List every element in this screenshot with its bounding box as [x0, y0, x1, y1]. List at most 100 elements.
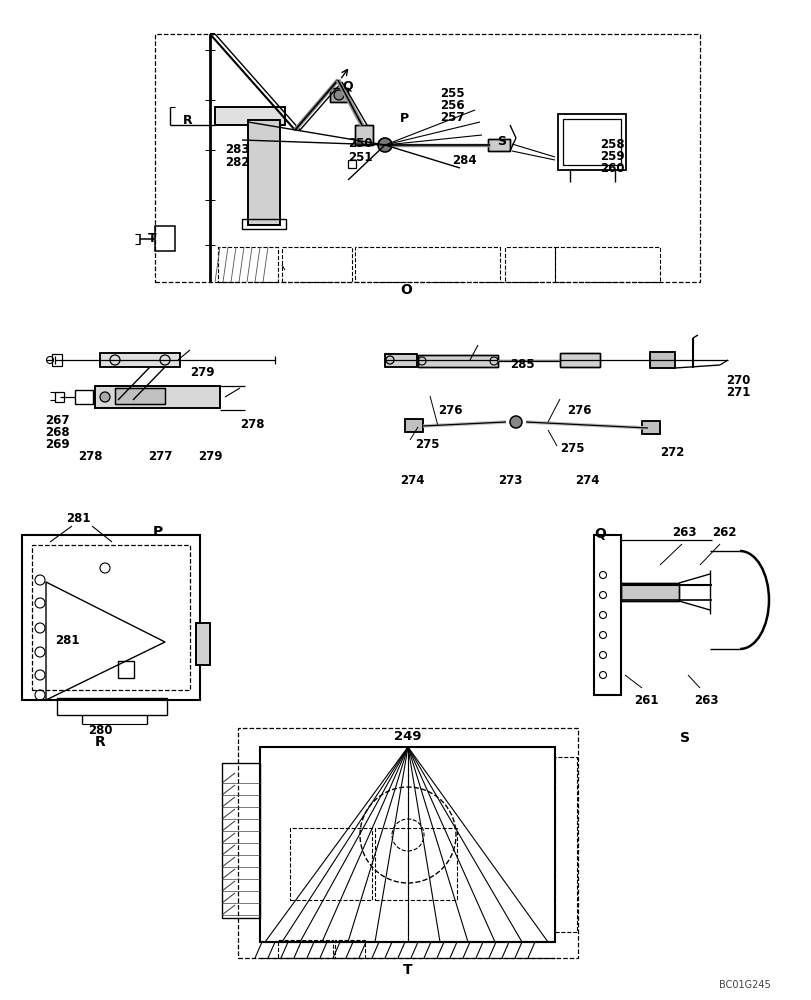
- Bar: [418, 355, 497, 367]
- Bar: [247, 120, 280, 225]
- Text: 282: 282: [225, 156, 249, 169]
- Circle shape: [378, 138, 392, 152]
- Text: 256: 256: [440, 99, 464, 112]
- Bar: [22, 535, 200, 700]
- Text: BC01G245: BC01G245: [719, 980, 770, 990]
- Text: 268: 268: [45, 426, 70, 438]
- Bar: [405, 419, 423, 432]
- Bar: [375, 828, 457, 900]
- Text: 274: 274: [574, 474, 599, 487]
- Bar: [642, 421, 659, 434]
- Text: 261: 261: [633, 694, 658, 706]
- Bar: [554, 247, 659, 282]
- Text: 278: 278: [78, 450, 102, 464]
- Text: 263: 263: [672, 526, 696, 538]
- Bar: [384, 354, 417, 367]
- Text: 258: 258: [599, 138, 624, 151]
- Bar: [247, 120, 280, 225]
- Bar: [418, 355, 497, 367]
- Bar: [217, 247, 277, 282]
- Bar: [554, 757, 577, 932]
- Text: T: T: [403, 963, 412, 977]
- Bar: [95, 386, 220, 408]
- Text: 283: 283: [225, 143, 249, 156]
- Text: 280: 280: [88, 723, 112, 736]
- Text: 272: 272: [659, 446, 684, 458]
- Bar: [649, 352, 674, 368]
- Bar: [335, 940, 365, 958]
- Text: 274: 274: [400, 474, 424, 487]
- Bar: [115, 388, 165, 404]
- Bar: [290, 828, 371, 900]
- Text: 281: 281: [66, 512, 90, 524]
- Bar: [281, 247, 351, 282]
- Text: 250: 250: [348, 137, 372, 150]
- Text: 279: 279: [198, 450, 222, 464]
- Bar: [115, 388, 165, 404]
- Bar: [354, 247, 500, 282]
- Text: S: S: [679, 731, 689, 745]
- Text: 259: 259: [599, 150, 624, 163]
- Text: 249: 249: [394, 729, 421, 742]
- Bar: [57, 698, 167, 715]
- Bar: [384, 354, 417, 367]
- Bar: [215, 107, 285, 125]
- Text: 270: 270: [725, 373, 749, 386]
- Bar: [560, 353, 599, 367]
- Bar: [620, 583, 678, 601]
- Text: 271: 271: [725, 385, 749, 398]
- Text: 285: 285: [509, 359, 534, 371]
- Bar: [242, 219, 285, 229]
- Text: 251: 251: [348, 151, 372, 164]
- Text: P: P: [400, 112, 409, 125]
- Bar: [195, 623, 210, 665]
- Bar: [221, 763, 260, 918]
- Bar: [155, 226, 175, 251]
- Bar: [348, 160, 355, 168]
- Text: 278: 278: [240, 418, 264, 430]
- Bar: [118, 661, 134, 678]
- Bar: [620, 583, 678, 601]
- Text: O: O: [400, 283, 411, 297]
- Bar: [487, 139, 509, 151]
- Text: R: R: [95, 735, 105, 749]
- Bar: [354, 125, 372, 145]
- Bar: [155, 34, 699, 282]
- Bar: [649, 352, 674, 368]
- Bar: [487, 139, 509, 151]
- Text: R: R: [182, 114, 192, 127]
- Text: P: P: [152, 525, 163, 539]
- Bar: [560, 353, 599, 367]
- Bar: [52, 354, 62, 366]
- Bar: [329, 88, 348, 102]
- Text: T: T: [148, 232, 157, 244]
- Bar: [195, 623, 210, 665]
- Bar: [238, 728, 577, 958]
- Bar: [215, 107, 285, 125]
- Bar: [277, 940, 333, 958]
- Text: Q: Q: [594, 527, 605, 541]
- Text: Q: Q: [341, 80, 352, 93]
- Bar: [55, 392, 64, 402]
- Text: 257: 257: [440, 111, 464, 124]
- Bar: [100, 353, 180, 367]
- Bar: [354, 125, 372, 145]
- Text: 275: 275: [560, 442, 584, 454]
- Bar: [100, 353, 180, 367]
- Text: 277: 277: [148, 450, 172, 464]
- Text: 269: 269: [45, 438, 70, 450]
- Bar: [594, 535, 620, 695]
- Bar: [75, 390, 93, 404]
- Circle shape: [333, 90, 344, 100]
- Text: 273: 273: [497, 474, 521, 487]
- Text: 260: 260: [599, 162, 624, 175]
- Bar: [260, 747, 554, 942]
- Bar: [557, 114, 625, 170]
- Text: S: S: [496, 135, 505, 148]
- Bar: [32, 545, 190, 690]
- Text: 267: 267: [45, 414, 70, 426]
- Text: 255: 255: [440, 87, 464, 100]
- Text: 284: 284: [452, 154, 476, 167]
- Bar: [329, 88, 348, 102]
- Bar: [504, 247, 554, 282]
